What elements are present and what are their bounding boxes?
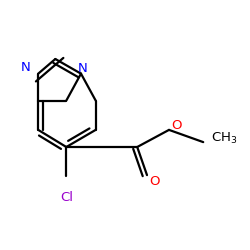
Text: CH$_3$: CH$_3$	[210, 132, 237, 146]
Text: N: N	[77, 62, 87, 75]
Text: N: N	[21, 61, 31, 74]
Text: O: O	[150, 175, 160, 188]
Text: O: O	[172, 119, 182, 132]
Text: Cl: Cl	[60, 190, 73, 203]
